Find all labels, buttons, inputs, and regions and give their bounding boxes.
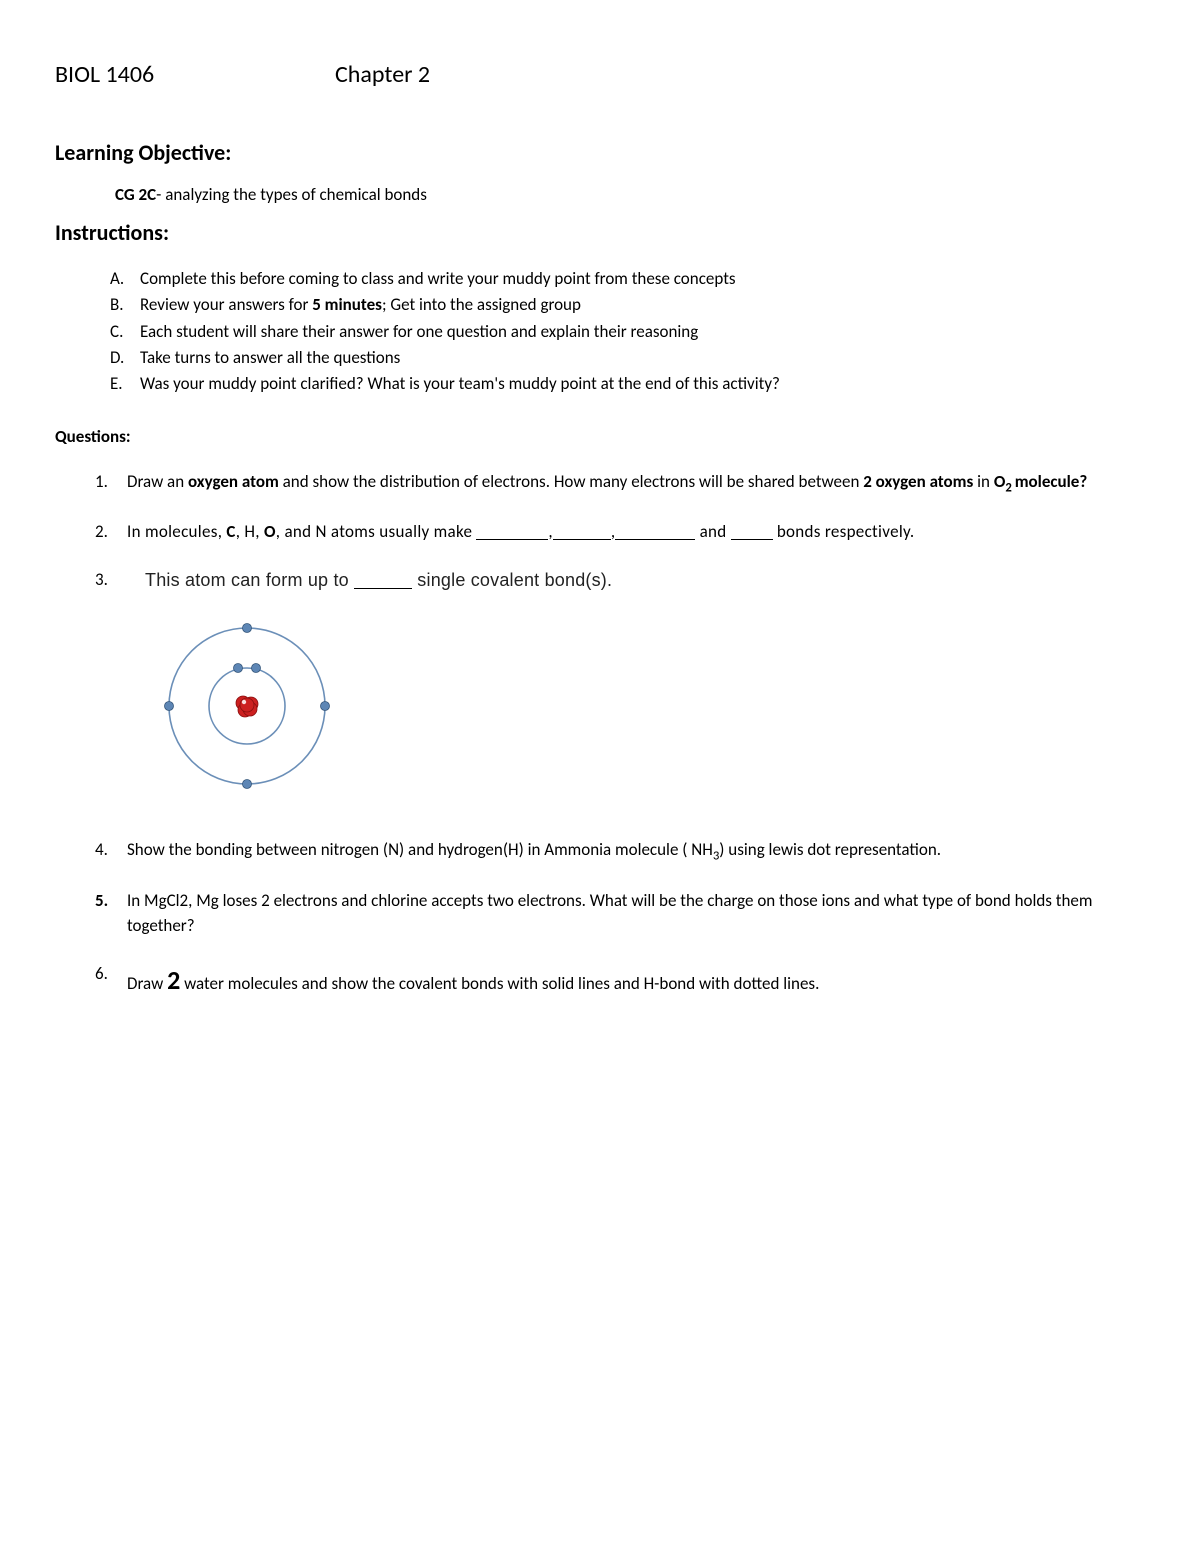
q1-marker: 1. (95, 469, 108, 495)
objective-desc: - analyzing the types of chemical bonds (156, 184, 427, 205)
atom-svg (147, 606, 347, 806)
q3-blank (354, 571, 412, 589)
instruction-marker: C. (110, 319, 123, 345)
instruction-marker: D. (110, 345, 124, 371)
q4-post: ) using lewis dot representation. (719, 839, 941, 860)
instruction-marker: E. (110, 371, 123, 397)
instruction-text: Review your answers for (140, 294, 312, 315)
q1-mid: and show the distribution of electrons. … (279, 471, 863, 492)
objective-code: CG 2C (115, 184, 156, 205)
instruction-text: Complete this before coming to class and… (140, 268, 736, 289)
q2-b1: C (226, 521, 235, 542)
q2-text: In molecules, C, H, O, and N atoms usual… (127, 521, 915, 542)
q3-text: This atom can form up to single covalent… (145, 570, 612, 590)
instruction-item: A. Complete this before coming to class a… (110, 266, 1145, 292)
question-5: 5. In MgCl2, Mg loses 2 electrons and ch… (95, 888, 1145, 939)
q2-s2: , and N atoms usually make (276, 521, 477, 542)
instruction-item: E. Was your muddy point clarified? What i… (110, 371, 1145, 397)
q2-pre: In molecules, (127, 521, 226, 542)
question-1: 1. Draw an oxygen atom and show the dist… (95, 469, 1145, 498)
q4-marker: 4. (95, 837, 108, 863)
learning-objective-heading: Learning Objective: (55, 139, 1145, 166)
q1-text: Draw an oxygen atom and show the distrib… (127, 471, 1087, 492)
question-3: 3. This atom can form up to single coval… (95, 567, 1145, 814)
instruction-text: Each student will share their answer for… (140, 321, 698, 342)
instructions-heading: Instructions: (55, 219, 1145, 246)
instruction-text: 5 minutes (312, 294, 382, 315)
q1-b2: 2 oxygen atoms (863, 471, 973, 492)
q2-s1: , H, (236, 521, 264, 542)
learning-objective-text: CG 2C- analyzing the types of chemical b… (115, 184, 1145, 205)
instruction-text: ; Get into the assigned group (382, 294, 581, 315)
instruction-text: Was your muddy point clarified? What is … (140, 373, 780, 394)
instruction-marker: A. (110, 266, 124, 292)
instruction-item: C. Each student will share their answer f… (110, 319, 1145, 345)
instruction-item: B. Review your answers for 5 minutes; Get… (110, 292, 1145, 318)
q6-pre: Draw (127, 973, 167, 994)
q5-marker: 5. (95, 888, 108, 914)
q6-marker: 6. (95, 961, 108, 987)
q2-marker: 2. (95, 519, 108, 545)
document-header: BIOL 1406 Chapter 2 (55, 60, 1145, 89)
q2-blank-4 (731, 523, 773, 540)
questions-list: 1. Draw an oxygen atom and show the dist… (95, 469, 1145, 1000)
q6-num: 2 (167, 964, 180, 996)
q2-blank-3 (615, 523, 695, 540)
q3-marker: 3. (95, 567, 108, 593)
q6-text: Draw 2 water molecules and show the cova… (127, 973, 819, 994)
q2-and: and (695, 521, 730, 542)
q2-blank-2 (553, 523, 611, 540)
q6-post: water molecules and show the covalent bo… (180, 973, 819, 994)
q3-post: single covalent bond(s). (412, 570, 612, 590)
q1-sub: 2 (1005, 480, 1014, 495)
chapter-label: Chapter 2 (335, 60, 430, 89)
instruction-text: Take turns to answer all the questions (140, 347, 400, 368)
instruction-item: D. Take turns to answer all the questions (110, 345, 1145, 371)
course-code: BIOL 1406 (55, 60, 335, 89)
q2-blank-1 (476, 523, 548, 540)
instructions-list: A. Complete this before coming to class a… (110, 266, 1145, 398)
q1-b3: O (994, 471, 1006, 492)
q4-text: Show the bonding between nitrogen (N) an… (127, 839, 941, 860)
question-2: 2. In molecules, C, H, O, and N atoms us… (95, 519, 1145, 545)
instruction-marker: B. (110, 292, 124, 318)
q4-main: Show the bonding between nitrogen (N) an… (127, 839, 713, 860)
questions-heading: Questions: (55, 426, 1145, 447)
q2-b2: O (264, 521, 276, 542)
atom-diagram (147, 606, 1145, 814)
q1-post1: in (973, 471, 994, 492)
question-6: 6. Draw 2 water molecules and show the c… (95, 961, 1145, 1000)
q3-pre: This atom can form up to (145, 570, 354, 590)
q1-pre: Draw an (127, 471, 188, 492)
question-4: 4. Show the bonding between nitrogen (N)… (95, 837, 1145, 866)
q5-text: In MgCl2, Mg loses 2 electrons and chlor… (127, 890, 1092, 937)
q1-post2: molecule? (1015, 471, 1088, 492)
q2-post: bonds respectively. (773, 521, 915, 542)
q1-b1: oxygen atom (188, 471, 279, 492)
